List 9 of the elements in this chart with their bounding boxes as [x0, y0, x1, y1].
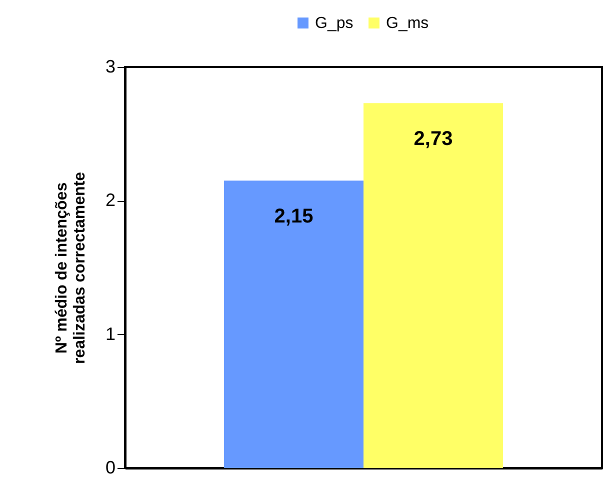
data-label: 2,73	[414, 128, 453, 150]
y-tick-label: 0	[105, 458, 116, 478]
y-tick-label: 2	[105, 190, 116, 210]
legend-label: G_ms	[386, 15, 429, 32]
y-tick-label: 3	[105, 56, 116, 76]
data-label: 2,15	[274, 206, 314, 228]
legend-label: G_ps	[315, 15, 354, 32]
y-tick-label: 1	[105, 324, 116, 344]
y-axis-title: Nº médio de intenções realizadas correctamente	[53, 172, 88, 364]
